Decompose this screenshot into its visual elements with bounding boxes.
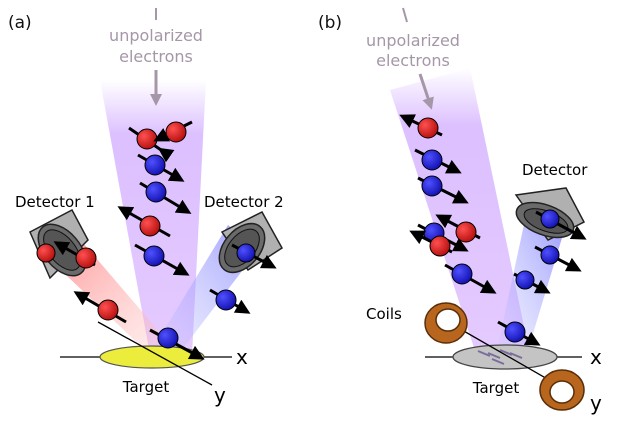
panel-b-label: (b) xyxy=(318,13,342,33)
beam-arrow-b-lower xyxy=(418,73,434,110)
electron-blue xyxy=(209,288,251,314)
electrons-b xyxy=(399,114,587,346)
electron-blue xyxy=(417,175,469,204)
x-axis-label-a: x xyxy=(236,345,248,369)
electron-red xyxy=(117,206,171,238)
electron-blue xyxy=(513,270,551,294)
electron-blue xyxy=(535,209,587,240)
electron-blue xyxy=(444,263,497,294)
electron-red xyxy=(73,291,127,324)
target-label-a: Target xyxy=(122,378,170,396)
electron-blue xyxy=(139,181,192,214)
electron-red xyxy=(435,214,481,243)
panel-a: (a) unpolarized electrons x y Target Det… xyxy=(8,8,284,407)
electron-blue xyxy=(534,245,582,272)
beam-label-b-line2: electrons xyxy=(376,51,450,70)
y-axis-label-b: y xyxy=(590,391,602,415)
beam-label-a-line2: electrons xyxy=(119,47,193,66)
electron-red xyxy=(399,114,443,139)
detector-label-b: Detector xyxy=(522,161,588,179)
coil-upper xyxy=(424,302,468,344)
electron-blue xyxy=(137,153,185,182)
beam-label-a-line1: unpolarized xyxy=(109,26,203,45)
panel-b: (b) unpolarized electrons x y Target xyxy=(318,7,602,415)
electron-red xyxy=(53,241,97,269)
panel-a-label: (a) xyxy=(8,13,32,33)
beam-arrow-b xyxy=(402,7,408,23)
target-label-b: Target xyxy=(472,379,520,397)
electron-blue xyxy=(231,243,277,269)
coils-label: Coils xyxy=(366,305,402,323)
electron-red xyxy=(153,120,193,143)
x-axis-label-b: x xyxy=(590,345,602,369)
detector-1-label: Detector 1 xyxy=(15,193,95,211)
electron-blue xyxy=(414,148,462,174)
target-b-hatching xyxy=(477,349,523,365)
beam-label-b-line1: unpolarized xyxy=(366,31,460,50)
electron-blue xyxy=(149,327,205,360)
target-b xyxy=(452,344,558,370)
electron-red xyxy=(409,230,453,257)
electron-blue xyxy=(134,243,190,276)
coil-lower xyxy=(539,369,585,411)
electron-red xyxy=(36,243,56,263)
y-axis-label-a: y xyxy=(214,383,226,407)
y-axis-a xyxy=(97,321,213,386)
detector-2-label: Detector 2 xyxy=(204,193,284,211)
electrons-a xyxy=(36,120,277,360)
electron-blue xyxy=(497,320,541,346)
